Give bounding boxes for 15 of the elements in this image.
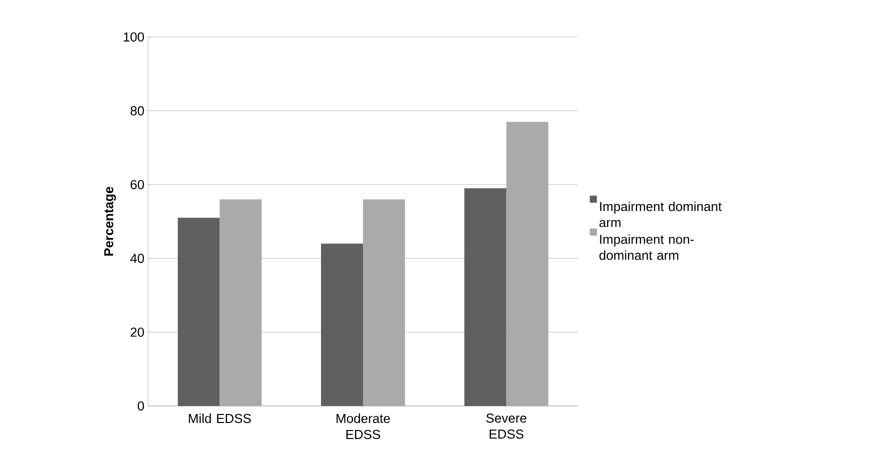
y-tick-label: 40	[130, 254, 144, 263]
y-tick-label: 80	[130, 106, 144, 116]
y-tick-label: 60	[130, 180, 144, 190]
y-tick-label: 100	[124, 32, 144, 42]
x-tick-label: Severe EDSS	[486, 414, 526, 439]
y-axis-title: Percentage	[104, 186, 116, 256]
y-tick-label: 20	[130, 328, 144, 337]
bar	[178, 218, 220, 406]
x-tick-label: Moderate EDSS	[336, 414, 390, 440]
y-tick-label: 0	[138, 401, 144, 411]
legend-label: Impairment non-dominant arm	[599, 234, 694, 260]
x-tick-label: Mild EDSS	[188, 414, 251, 424]
legend-label: Impairment dominant arm	[599, 202, 722, 228]
bar	[464, 188, 506, 406]
bar	[321, 244, 364, 406]
